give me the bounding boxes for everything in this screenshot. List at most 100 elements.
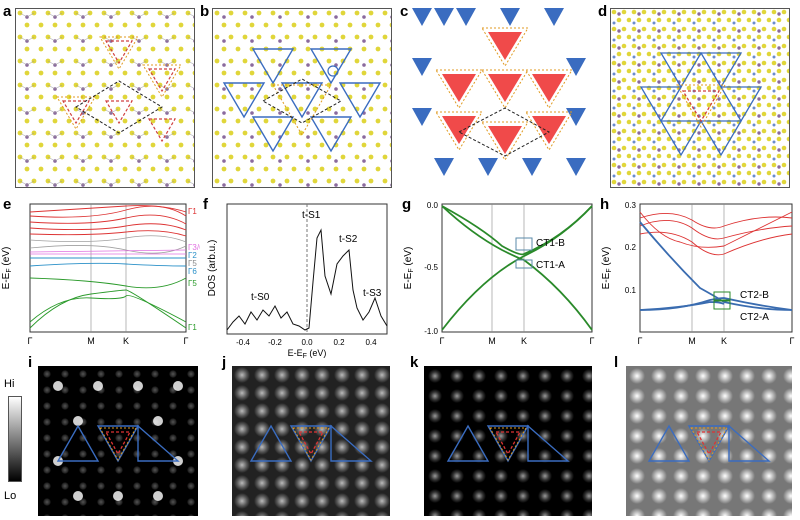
- orange-dashed-frame: [272, 84, 332, 136]
- dos-xlabel: E-EF (eV): [288, 348, 327, 358]
- structure-b-svg: [213, 9, 391, 187]
- band-plot-e: E-EF (eV) Γ1 Γ3/6 Γ2 Γ5 Γ6 Γ5 Γ1 Γ M K: [0, 198, 204, 350]
- structure-panel-d: [610, 8, 790, 188]
- blue-bands: [29, 257, 187, 267]
- green-bands: [441, 205, 593, 331]
- unit-cell-rhombus: [457, 107, 551, 157]
- band-e-frame: [29, 203, 187, 333]
- green-bands: [29, 277, 187, 329]
- panel-label-e: e: [3, 196, 12, 213]
- peak-ts0: t-S0: [251, 292, 270, 303]
- ct1a-label: CT1-A: [536, 260, 565, 271]
- red-triangle-center: [681, 90, 721, 123]
- band-h-frame: [639, 203, 793, 333]
- panel-label-g: g: [402, 196, 412, 213]
- gamma5-label: Γ5: [188, 259, 197, 268]
- structure-c-svg: [412, 8, 586, 176]
- peak-ts1: t-S1: [302, 210, 321, 221]
- red-bands: [29, 205, 187, 237]
- tick-k: K: [521, 336, 527, 346]
- highlight-circle: [327, 65, 339, 77]
- ytick-0: 0.0: [427, 201, 439, 210]
- red-bands: [639, 211, 793, 256]
- peak-ts3: t-S3: [363, 288, 382, 299]
- panel-label-d: d: [598, 3, 608, 20]
- ct2b-box: [713, 291, 731, 301]
- band-e-ylabel: E-EF (eV): [1, 247, 13, 290]
- panel-label-f: f: [203, 196, 208, 213]
- panel-label-i: i: [28, 354, 33, 371]
- ct1b-box: [515, 237, 533, 251]
- gamma1-label: Γ1: [188, 207, 197, 216]
- tick-m: M: [688, 336, 696, 346]
- colorbar: Hi Lo: [4, 372, 26, 512]
- panel-label-k: k: [410, 354, 419, 371]
- tick-m: M: [488, 336, 496, 346]
- tick-gamma: Γ: [638, 336, 643, 346]
- xtick-3: 0.2: [333, 338, 345, 347]
- band-g-frame: [441, 203, 593, 333]
- structure-panel-a: [15, 8, 195, 188]
- stm-i-overlay: [53, 381, 183, 501]
- colorbar-lo: Lo: [4, 490, 17, 502]
- blue-kagome-triangles: [639, 52, 763, 157]
- dos-plot-f: DOS (arb.u.) t-S0 t-S1 t-S2 t-S3 -0.4 -0…: [205, 198, 400, 360]
- ct1a-box: [515, 259, 533, 269]
- ytick-2: 0.1: [625, 286, 637, 295]
- atom-lattice: [611, 9, 789, 187]
- band-plot-g: E-EF (eV) 0.0 -0.5 -1.0 CT1-B CT1-A Γ M …: [402, 198, 598, 350]
- dos-f-svg: DOS (arb.u.) t-S0 t-S1 t-S2 t-S3 -0.4 -0…: [207, 203, 388, 360]
- colorbar-hi: Hi: [4, 378, 15, 390]
- unit-cell-rhombus: [75, 80, 163, 134]
- tick-m: M: [87, 336, 95, 346]
- dos-ylabel: DOS (arb.u.): [207, 240, 218, 297]
- tick-gamma-end: Γ: [184, 336, 189, 346]
- structure-panel-c: [412, 8, 590, 186]
- atom-lattice: [213, 9, 391, 187]
- tick-gamma: Γ: [440, 336, 445, 346]
- tick-gamma: Γ: [28, 336, 33, 346]
- gamma2-label: Γ2: [188, 251, 197, 260]
- band-h-ylabel: E-EF (eV): [601, 247, 613, 290]
- tick-gamma-end: Γ: [790, 336, 795, 346]
- structure-panel-b: [212, 8, 392, 188]
- ytick-1: -0.5: [424, 263, 438, 272]
- panel-label-a: a: [3, 3, 12, 20]
- panel-label-b: b: [200, 3, 210, 20]
- xtick-4: 0.4: [365, 338, 377, 347]
- orange-dashed-frames: [435, 27, 573, 161]
- red-triangle-cluster: [61, 40, 177, 143]
- orange-dashed-frame: [676, 84, 726, 129]
- stm-k-overlay: [446, 424, 570, 463]
- gamma36-label: Γ3/6: [188, 243, 200, 252]
- tick-k: K: [721, 336, 727, 346]
- panel-label-j: j: [222, 354, 227, 371]
- ct2a-label: CT2-A: [740, 312, 769, 323]
- xtick-2: 0.0: [301, 338, 313, 347]
- stm-image-j: [232, 366, 390, 516]
- structure-a-svg: [16, 9, 194, 187]
- panel-label-l: l: [614, 354, 619, 371]
- red-triangles: [442, 32, 566, 154]
- stm-j-overlay: [249, 424, 373, 463]
- stm-image-l: [626, 366, 792, 516]
- magenta-bands: [29, 249, 187, 255]
- gray-bands: [29, 235, 187, 254]
- panel-label-h: h: [600, 196, 610, 213]
- orange-dashed-frame: [56, 36, 182, 130]
- blue-bands: [639, 221, 793, 311]
- tick-gamma-end: Γ: [590, 336, 595, 346]
- panel-label-c: c: [400, 3, 409, 20]
- tick-k: K: [123, 336, 129, 346]
- blue-triangle-lattice: [412, 8, 586, 176]
- ct2a-box: [713, 300, 731, 310]
- gamma6-label: Γ6: [188, 267, 197, 276]
- ytick-2: -1.0: [424, 327, 438, 336]
- band-plot-h: E-EF (eV) 0.3 0.2 0.1 CT2-B CT2-A Γ M K …: [600, 198, 798, 350]
- colorbar-gradient: [8, 396, 22, 482]
- blue-kagome-triangles: [222, 48, 382, 153]
- band-g-svg: E-EF (eV) 0.0 -0.5 -1.0 CT1-B CT1-A Γ M …: [403, 201, 595, 346]
- dos-curve: [226, 228, 388, 331]
- gamma5b-label: Γ5: [188, 279, 197, 288]
- ytick-1: 0.2: [625, 243, 637, 252]
